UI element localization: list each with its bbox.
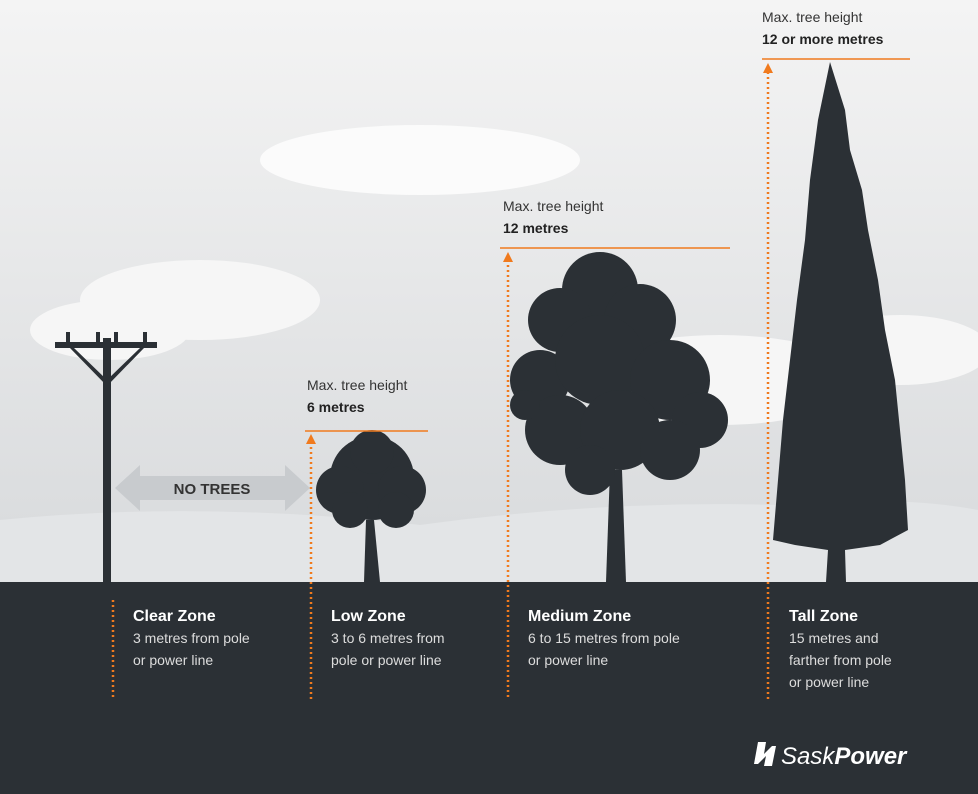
zone-text: 6 to 15 metres from pole — [528, 630, 680, 646]
zone-text: 3 to 6 metres from — [331, 630, 445, 646]
zone-text: 15 metres and — [789, 630, 879, 646]
height-label: Max. tree height — [307, 377, 407, 393]
logo-part: Sask — [781, 743, 836, 770]
zone-text: or power line — [789, 674, 869, 690]
zone-text: pole or power line — [331, 652, 442, 668]
logo-part: Power — [834, 743, 908, 770]
zone-text: 3 metres from pole — [133, 630, 250, 646]
zone-name: Low Zone — [331, 608, 406, 625]
zone-name: Tall Zone — [789, 608, 858, 625]
infographic: NO TREES Max. tree height 6 metres Max. … — [0, 0, 978, 794]
zone-name: Medium Zone — [528, 608, 631, 625]
zone-text: or power line — [528, 652, 608, 668]
zone-text: farther from pole — [789, 652, 892, 668]
zone-name: Clear Zone — [133, 608, 216, 625]
no-trees-label: NO TREES — [174, 481, 251, 498]
logo-text: SaskPower — [781, 743, 908, 770]
height-value: 12 metres — [503, 220, 569, 236]
height-value: 12 or more metres — [762, 31, 884, 47]
height-label: Max. tree height — [503, 198, 603, 214]
height-value: 6 metres — [307, 399, 365, 415]
height-label: Max. tree height — [762, 9, 862, 25]
zone-text: or power line — [133, 652, 213, 668]
